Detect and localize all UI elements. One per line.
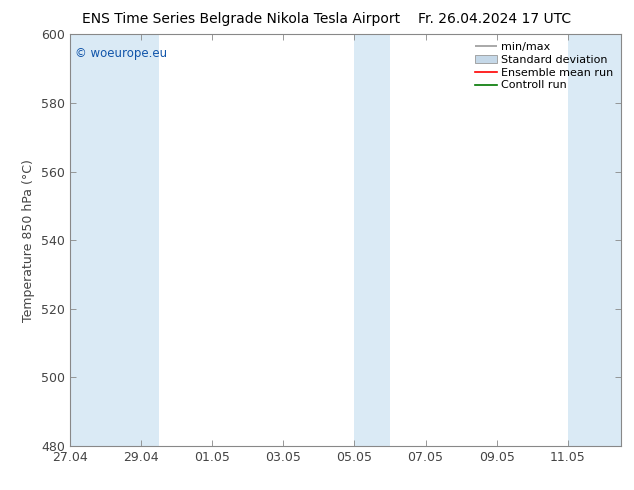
Text: ENS Time Series Belgrade Nikola Tesla Airport: ENS Time Series Belgrade Nikola Tesla Ai… xyxy=(82,12,400,26)
Y-axis label: Temperature 850 hPa (°C): Temperature 850 hPa (°C) xyxy=(22,159,36,321)
Text: © woeurope.eu: © woeurope.eu xyxy=(75,47,167,60)
Bar xyxy=(354,34,390,446)
Bar xyxy=(123,34,158,446)
Bar xyxy=(568,34,621,446)
Bar xyxy=(70,34,123,446)
Text: Fr. 26.04.2024 17 UTC: Fr. 26.04.2024 17 UTC xyxy=(418,12,571,26)
Legend: min/max, Standard deviation, Ensemble mean run, Controll run: min/max, Standard deviation, Ensemble me… xyxy=(472,40,616,93)
